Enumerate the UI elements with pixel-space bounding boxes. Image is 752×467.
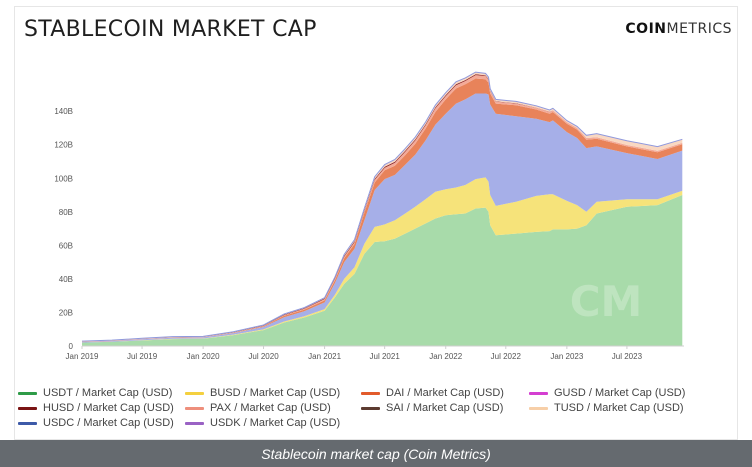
image-caption: Stablecoin market cap (Coin Metrics) [0, 440, 752, 467]
legend-swatch [185, 421, 204, 425]
legend-label: HUSD / Market Cap (USD) [43, 402, 174, 414]
legend-swatch [18, 421, 37, 425]
y-tick-label: 140B [54, 107, 73, 116]
legend-label: USDT / Market Cap (USD) [43, 387, 173, 399]
legend-item[interactable]: HUSD / Market Cap (USD) [18, 401, 185, 415]
legend-label: USDC / Market Cap (USD) [43, 417, 174, 429]
stacked-areas: CM [81, 71, 683, 346]
legend-item[interactable]: SAI / Market Cap (USD) [361, 401, 529, 415]
y-tick-label: 0 [69, 342, 74, 351]
legend-swatch [18, 406, 37, 410]
area-series-busd [82, 177, 683, 343]
y-tick-label: 80B [59, 208, 73, 217]
legend-item[interactable]: USDK / Market Cap (USD) [185, 416, 361, 430]
legend-item[interactable]: GUSD / Market Cap (USD) [529, 386, 709, 400]
y-tick-label: 40B [59, 275, 73, 284]
legend-item[interactable]: TUSD / Market Cap (USD) [529, 401, 709, 415]
legend-item[interactable]: USDC / Market Cap (USD) [18, 416, 185, 430]
y-tick-label: 100B [54, 174, 73, 183]
total-outline [81, 71, 683, 342]
legend-label: TUSD / Market Cap (USD) [554, 402, 684, 414]
x-tick-label: Jan 2023 [550, 352, 583, 361]
y-tick-label: 120B [54, 141, 73, 150]
legend-item[interactable]: USDT / Market Cap (USD) [18, 386, 185, 400]
x-tick-label: Jul 2019 [127, 352, 158, 361]
chart-title: STABLECOIN MARKET CAP [24, 17, 317, 42]
legend-label: DAI / Market Cap (USD) [386, 387, 504, 399]
legend-label: PAX / Market Cap (USD) [210, 402, 331, 414]
legend-item[interactable]: PAX / Market Cap (USD) [185, 401, 361, 415]
brand-logo-light: METRICS [666, 21, 732, 37]
x-tick-label: Jul 2023 [612, 352, 643, 361]
legend-swatch [185, 391, 204, 395]
x-tick-label: Jan 2022 [429, 352, 462, 361]
x-tick-label: Jul 2021 [370, 352, 401, 361]
brand-logo: COINMETRICS [625, 21, 732, 37]
legend-swatch [185, 406, 204, 410]
legend-label: BUSD / Market Cap (USD) [210, 387, 341, 399]
y-tick-label: 20B [59, 308, 73, 317]
stablecoin-area-chart: CM 0 20B 40B 60B 80B 100B 120B 140B Jan 2019 Jul… [54, 71, 684, 361]
legend-swatch [18, 391, 37, 395]
legend-label: SAI / Market Cap (USD) [386, 402, 504, 414]
y-tick-label: 60B [59, 241, 73, 250]
chart-legend: USDT / Market Cap (USD) BUSD / Market Cap… [18, 386, 718, 430]
legend-swatch [361, 406, 380, 410]
legend-label: USDK / Market Cap (USD) [210, 417, 341, 429]
x-tick-label: Jul 2022 [491, 352, 522, 361]
legend-item[interactable]: DAI / Market Cap (USD) [361, 386, 529, 400]
x-tick-label: Jan 2021 [308, 352, 341, 361]
area-series-usdt [82, 195, 683, 346]
x-axis: Jan 2019 Jul 2019 Jan 2020 Jul 2020 Jan 2021… [66, 345, 684, 361]
y-axis: 0 20B 40B 60B 80B 100B 120B 140B [54, 107, 73, 351]
legend-swatch [361, 391, 380, 395]
watermark-text: CM [570, 277, 643, 326]
legend-item[interactable]: BUSD / Market Cap (USD) [185, 386, 361, 400]
x-tick-label: Jan 2019 [66, 352, 99, 361]
legend-swatch [529, 391, 548, 395]
x-tick-label: Jan 2020 [187, 352, 220, 361]
brand-logo-bold: COIN [625, 21, 667, 37]
x-tick-label: Jul 2020 [248, 352, 279, 361]
area-series-usdc [82, 93, 683, 343]
legend-label: GUSD / Market Cap (USD) [554, 387, 686, 399]
legend-swatch [529, 406, 548, 410]
